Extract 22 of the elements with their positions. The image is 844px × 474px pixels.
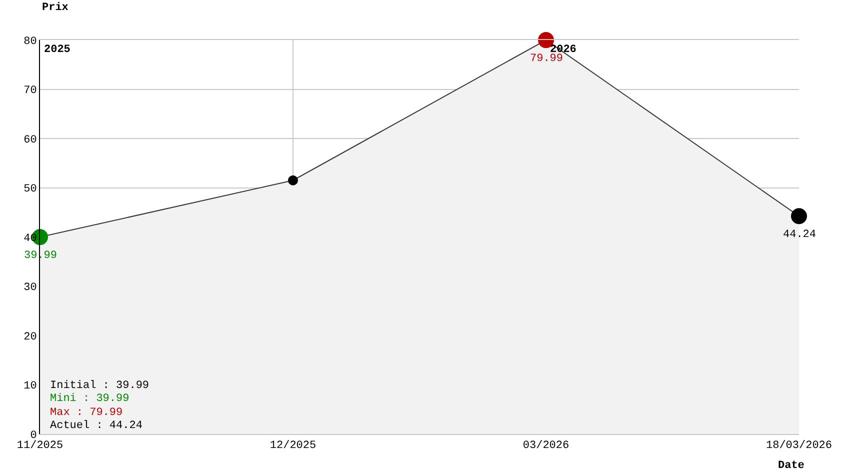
x-tick-label: 12/2025 [270, 440, 316, 452]
annotation: Actuel : 44.24 [50, 420, 143, 432]
y-tick-label: 0 [30, 430, 37, 442]
y-tick-label: 60 [24, 134, 37, 146]
y-tick-label: 50 [24, 184, 37, 196]
y-tick-label: 80 [24, 36, 37, 48]
y-tick-label: 30 [24, 282, 37, 294]
x-tick-label: 03/2026 [522, 440, 570, 452]
data-label: 44.24 [783, 229, 816, 241]
y-axis-title: Prix [42, 2, 69, 14]
annotation: Mini : 39.99 [50, 393, 130, 405]
annotation: 2025 [44, 44, 71, 56]
y-tick-label: 20 [24, 331, 37, 344]
data-label: 79.99 [530, 53, 564, 65]
x-axis-title: Date [778, 460, 805, 472]
y-tick-label: 70 [24, 85, 37, 98]
point [791, 208, 807, 224]
x-tick-label: 11/2025 [16, 440, 64, 452]
x-tick-label: 18/03/2026 [766, 440, 832, 452]
y-tick-label: 10 [24, 380, 37, 393]
annotation: Max : 79.99 [50, 407, 123, 419]
annotation: Initial : 39.99 [50, 380, 150, 392]
